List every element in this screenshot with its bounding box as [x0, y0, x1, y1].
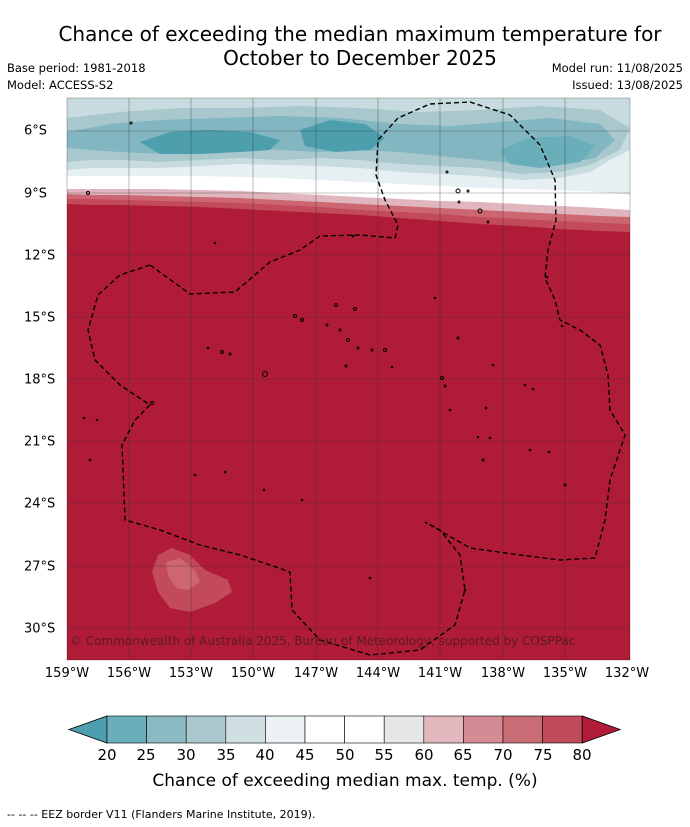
- colorbar-arrow-high: [581, 715, 622, 744]
- colorbar-segment: [383, 715, 425, 744]
- map-field: [67, 98, 630, 660]
- colorbar-label: 45: [295, 746, 315, 764]
- copyright-notice: © Commonwealth of Australia 2025, Bureau…: [70, 634, 576, 648]
- y-tick-label: 15°S: [24, 310, 56, 326]
- y-tick-label: 24°S: [24, 496, 56, 512]
- title-line-1: Chance of exceeding the median maximum t…: [58, 22, 662, 46]
- colorbar-segment: [225, 715, 266, 744]
- colorbar-title: Chance of exceeding median max. temp. (%…: [152, 771, 538, 791]
- x-tick-label: 147°W: [293, 666, 339, 681]
- islands: [82, 121, 567, 592]
- x-tick-label: 135°W: [542, 666, 588, 681]
- chart-title: Chance of exceeding the median maximum t…: [40, 22, 680, 70]
- meta-right: Model run: 11/08/2025 Issued: 13/08/2025: [552, 60, 683, 94]
- colorbar-segment: [344, 715, 385, 744]
- eez-legend-footnote: -- -- -- EEZ border V11 (Flanders Marine…: [7, 808, 316, 821]
- y-tick-label: 9°S: [24, 186, 48, 202]
- base-period: Base period: 1981-2018: [7, 61, 146, 75]
- x-tick-label: 156°W: [106, 666, 152, 681]
- colorbar-segment: [265, 715, 306, 744]
- colorbar-label: 65: [453, 746, 473, 764]
- colorbar-segment: [463, 715, 504, 744]
- colorbar-segment: [502, 715, 543, 744]
- y-tick-label: 30°S: [24, 621, 56, 637]
- colorbar-label: 40: [255, 746, 275, 764]
- title-line-2: October to December 2025: [223, 46, 497, 70]
- eez-borders: [87, 101, 626, 656]
- colorbar: [67, 715, 622, 744]
- colorbar-segment: [423, 715, 464, 744]
- colorbar-label: 20: [97, 746, 117, 764]
- x-tick-label: 159°W: [44, 666, 90, 681]
- y-tick-label: 21°S: [24, 434, 56, 450]
- colorbar-label: 60: [414, 746, 434, 764]
- colorbar-label: 75: [533, 746, 553, 764]
- colorbar-label: 80: [572, 746, 592, 764]
- colorbar-label: 30: [176, 746, 196, 764]
- band-below-25-center: [300, 120, 385, 152]
- colorbar-label: 50: [335, 746, 355, 764]
- x-tick-label: 153°W: [168, 666, 214, 681]
- band-below-25-east: [500, 136, 595, 168]
- band-below-25-west: [140, 130, 280, 154]
- colorbar-segment: [304, 715, 345, 744]
- issued-date: Issued: 13/08/2025: [572, 78, 683, 92]
- colorbar-label: 25: [136, 746, 156, 764]
- meta-left: Base period: 1981-2018 Model: ACCESS-S2: [7, 60, 146, 94]
- y-tick-label: 27°S: [24, 559, 56, 575]
- y-tick-label: 18°S: [24, 372, 56, 388]
- y-tick-label: 6°S: [24, 123, 48, 139]
- colorbar-segment: [106, 715, 147, 744]
- colorbar-arrow-low: [67, 715, 108, 744]
- gridlines: [67, 98, 630, 660]
- x-tick-label: 150°W: [230, 666, 276, 681]
- map-frame: [66, 97, 631, 661]
- colorbar-label: 55: [374, 746, 394, 764]
- colorbar-segment: [146, 715, 187, 744]
- x-tick-label: 141°W: [417, 666, 463, 681]
- colorbar-label: 70: [493, 746, 513, 764]
- colorbar-label: 35: [216, 746, 236, 764]
- colorbar-segment: [185, 715, 227, 744]
- model-name: Model: ACCESS-S2: [7, 78, 114, 92]
- eez-border-cook-islands: [87, 101, 626, 656]
- colorbar-segment: [542, 715, 583, 744]
- x-tick-label: 144°W: [355, 666, 401, 681]
- y-tick-label: 12°S: [24, 248, 56, 264]
- x-tick-label: 132°W: [604, 666, 650, 681]
- x-tick-label: 138°W: [480, 666, 526, 681]
- model-run: Model run: 11/08/2025: [551, 61, 683, 75]
